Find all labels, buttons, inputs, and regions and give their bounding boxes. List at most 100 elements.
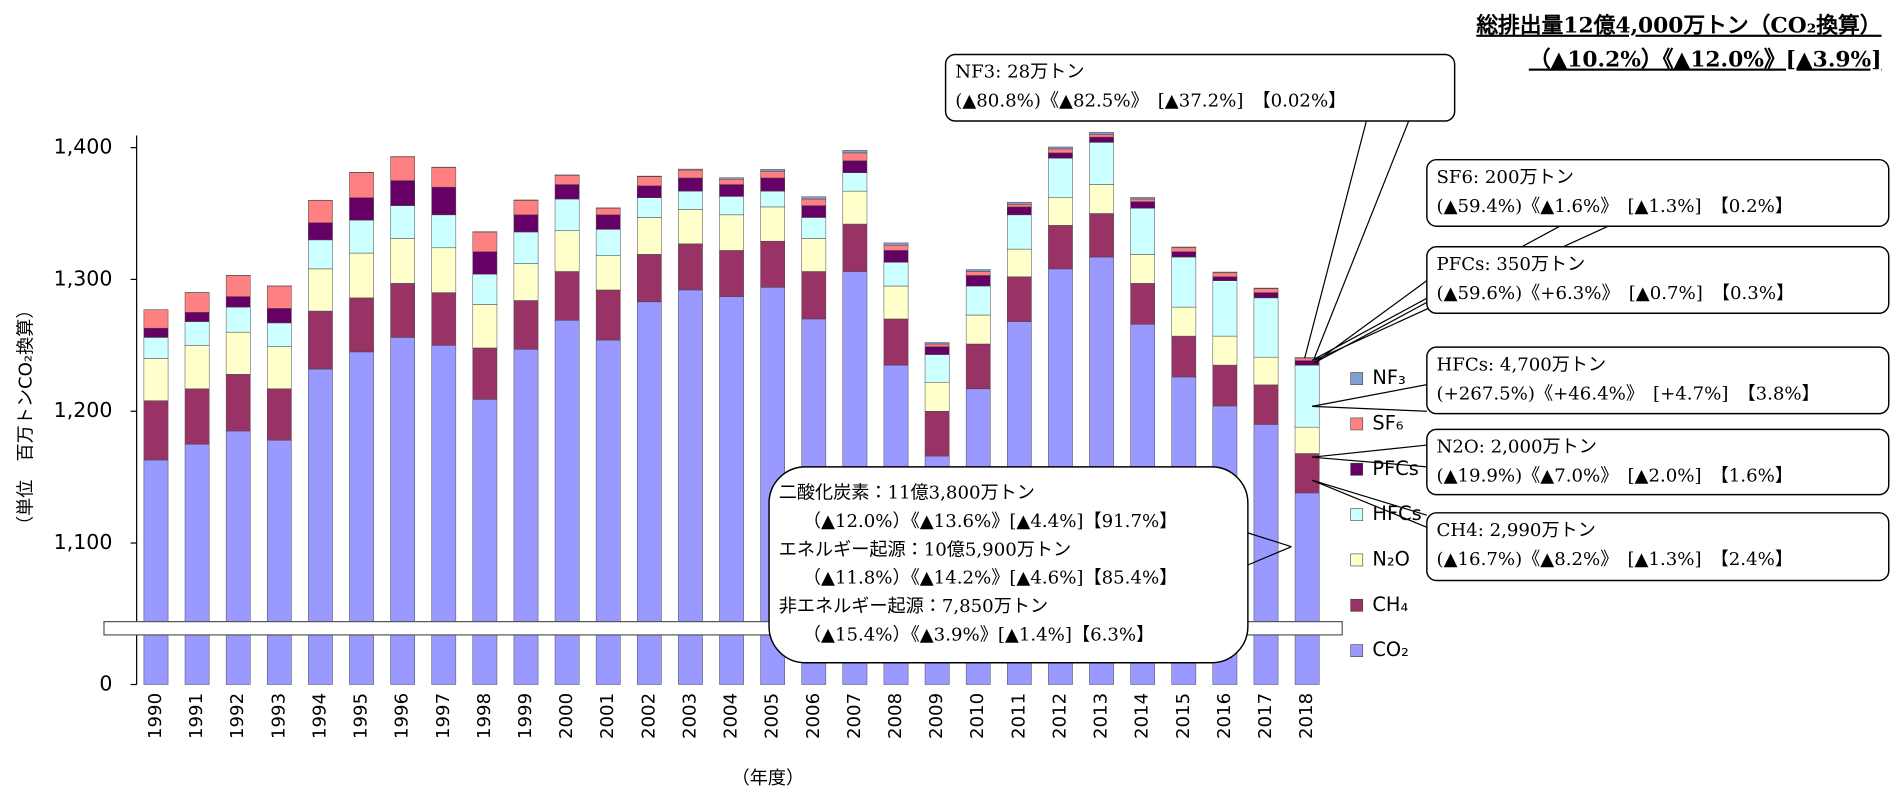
bar-segment <box>883 250 909 263</box>
bar-segment <box>1212 280 1238 337</box>
bar-segment <box>678 243 703 291</box>
callout-text: 二酸化炭素：11億3,800万トン <box>779 482 1035 503</box>
x-tick-label: 1990 <box>145 693 166 739</box>
callout-text: PFCs: 350万トン <box>1437 254 1586 275</box>
bar-segment <box>554 198 580 231</box>
callout-pointer <box>1304 120 1367 359</box>
bar-segment <box>1089 132 1114 135</box>
legend-label: N₂O <box>1372 547 1409 570</box>
bar-segment <box>1130 201 1156 209</box>
bar-segment <box>1294 426 1320 454</box>
y-tick-label: 1,300 <box>54 266 113 290</box>
bar-segment <box>719 296 744 685</box>
bar-segment <box>308 239 333 270</box>
callout-box <box>944 53 1456 122</box>
legend-label: HFCs <box>1372 502 1421 525</box>
bar-segment <box>1089 184 1114 214</box>
bar-segment <box>1212 364 1238 407</box>
bar-segment <box>143 337 169 359</box>
bar-segment <box>349 219 374 254</box>
bar-segment <box>1212 272 1238 278</box>
bar-segment <box>1294 453 1320 494</box>
legend-swatch <box>1350 598 1364 612</box>
legend-label: CH₄ <box>1372 593 1408 616</box>
bar-segment <box>266 346 292 390</box>
bar-segment <box>1294 492 1320 685</box>
bar-segment <box>883 285 909 320</box>
callout-pointer <box>1314 301 1428 364</box>
callout-text: SF6: 200万トン <box>1437 167 1574 188</box>
bar-segment <box>184 312 210 322</box>
bar-segment <box>760 206 786 242</box>
callout-box <box>1426 158 1890 227</box>
y-tick-label: 1,200 <box>54 398 113 422</box>
x-tick-label: 1993 <box>268 693 289 739</box>
bar-segment <box>1130 197 1156 200</box>
x-tick-label: 2003 <box>679 693 700 739</box>
bar-segment <box>266 388 292 441</box>
bar-segment <box>965 343 991 390</box>
bar-segment <box>595 208 621 216</box>
bar-segment <box>801 238 827 272</box>
bar-segment <box>184 321 210 346</box>
bar-segment <box>678 209 703 245</box>
bar-segment <box>143 309 169 329</box>
callout-text: HFCs: 4,700万トン <box>1437 354 1607 375</box>
bar-segment <box>1253 424 1279 685</box>
x-tick-label: 2005 <box>762 693 783 739</box>
bar-segment <box>636 176 662 187</box>
legend-swatch <box>1350 372 1364 385</box>
legend-swatch <box>1350 508 1364 521</box>
bar-segment <box>801 196 827 200</box>
bar-segment <box>595 229 621 256</box>
x-axis-label: （年度） <box>732 768 805 789</box>
x-tick-label: 2002 <box>638 693 659 739</box>
callout-box <box>1426 512 1890 582</box>
bar-segment <box>349 252 374 299</box>
bar-segment <box>842 150 868 154</box>
bar-segment <box>184 292 210 313</box>
x-tick-label: 2014 <box>1132 693 1153 739</box>
bar-segment <box>842 190 868 225</box>
bar-segment <box>431 186 457 216</box>
callout-pointer <box>1311 479 1428 516</box>
callout-pointer <box>1311 479 1428 528</box>
bar-segment <box>924 410 950 457</box>
bar-segment <box>431 292 457 346</box>
x-tick-label: 2013 <box>1091 693 1112 739</box>
bar-segment <box>143 327 169 338</box>
bar-segment <box>1007 201 1032 205</box>
bar-segment <box>143 459 169 685</box>
bar-segment <box>225 374 251 432</box>
bar-segment <box>924 381 950 412</box>
bar-segment <box>719 179 744 185</box>
x-tick-label: 1995 <box>351 693 372 739</box>
bar-segment <box>1048 225 1073 270</box>
bar-segment <box>225 331 251 375</box>
bar-segment <box>225 430 251 685</box>
bar-segment <box>842 152 868 162</box>
bar-segment <box>678 289 703 685</box>
bar-segment <box>678 168 703 171</box>
bar-segment <box>308 268 333 312</box>
bar-segment <box>472 251 498 275</box>
bar-segment <box>1089 136 1114 143</box>
callout-box <box>768 466 1249 664</box>
callout-pointer <box>1311 444 1427 458</box>
callout-text: (▲19.9%)《▲7.0%》 [▲2.0%] 【1.6%】 <box>1437 466 1793 487</box>
bar-segment <box>842 223 868 272</box>
bar-segment <box>308 310 333 370</box>
bar-segment <box>472 273 498 305</box>
callout-text: 非エネルギー起源：7,850万トン <box>779 596 1048 617</box>
x-tick-label: 2011 <box>1008 693 1029 739</box>
bar-segment <box>472 304 498 349</box>
bar-segment <box>1253 356 1279 386</box>
bar-segment <box>636 185 662 198</box>
bar-segment <box>1171 246 1197 249</box>
bar-segment <box>349 197 374 221</box>
legend-swatch <box>1350 553 1364 567</box>
bar-segment <box>842 172 868 192</box>
x-tick-label: 2016 <box>1214 693 1235 739</box>
bar-segment <box>349 297 374 353</box>
bar-segment <box>266 285 292 309</box>
